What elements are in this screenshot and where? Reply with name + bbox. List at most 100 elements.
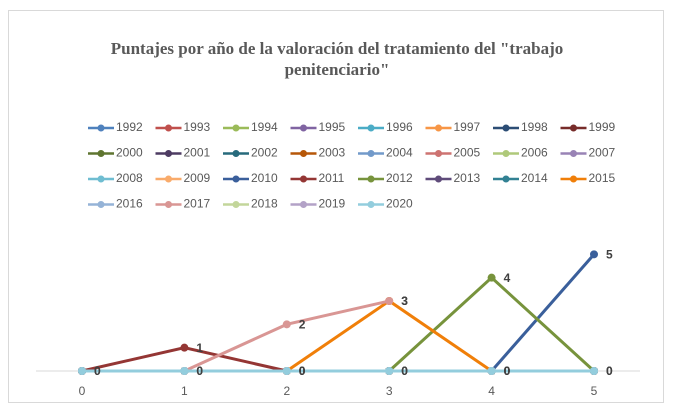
data-label: 0 xyxy=(504,364,511,378)
legend-marker xyxy=(570,150,577,157)
legend-label: 2009 xyxy=(184,171,211,185)
series-line xyxy=(183,299,390,373)
data-label: 3 xyxy=(401,294,408,308)
legend-marker xyxy=(97,124,105,132)
legend-marker xyxy=(300,124,307,132)
legend-marker xyxy=(367,201,375,208)
data-label: 0 xyxy=(94,364,101,378)
series-line xyxy=(490,253,596,372)
chart-title: Puntajes por año de la valoración del tr… xyxy=(110,39,564,79)
point xyxy=(385,297,394,305)
legend-marker xyxy=(165,201,172,208)
point xyxy=(385,367,394,375)
legend-label: 2006 xyxy=(521,146,548,160)
legend-label: 2002 xyxy=(251,146,278,160)
legend-label: 1994 xyxy=(251,120,278,134)
series-line xyxy=(285,299,493,373)
legend-marker xyxy=(435,124,442,132)
point xyxy=(487,367,496,375)
legend-label: 2015 xyxy=(589,171,616,185)
legend-marker xyxy=(300,175,307,183)
legend-marker xyxy=(165,124,172,132)
legend-marker xyxy=(232,201,240,208)
legend-label: 1996 xyxy=(386,120,413,134)
legend-label: 2005 xyxy=(454,146,481,160)
legend-label: 1992 xyxy=(116,120,143,134)
legend-label: 2001 xyxy=(184,146,211,160)
legend-marker xyxy=(502,175,510,183)
data-label: 0 xyxy=(299,364,306,378)
point xyxy=(180,367,189,375)
legend-marker xyxy=(502,124,510,132)
x-tick-label: 5 xyxy=(591,384,598,398)
legend-label: 1995 xyxy=(319,120,346,134)
data-label: 4 xyxy=(504,271,511,285)
legend-label: 2008 xyxy=(116,171,143,185)
point xyxy=(487,273,496,282)
legend-label: 2012 xyxy=(386,171,413,185)
legend-marker xyxy=(232,124,240,132)
legend-marker xyxy=(232,175,240,183)
data-label: 0 xyxy=(504,364,511,378)
legend-marker xyxy=(367,150,375,157)
data-label: 0 xyxy=(299,364,306,378)
legend-marker xyxy=(97,175,105,183)
data-label: 1 xyxy=(196,341,203,355)
series-line xyxy=(388,275,596,373)
legend-label: 1997 xyxy=(454,120,481,134)
x-tick-label: 2 xyxy=(283,384,290,398)
legend-label: 1993 xyxy=(184,120,211,134)
legend-marker xyxy=(435,150,442,157)
legend-marker xyxy=(502,150,510,157)
data-label: 0 xyxy=(196,364,203,378)
data-label: 0 xyxy=(606,364,613,378)
data-label: 0 xyxy=(401,364,408,378)
x-tick-label: 3 xyxy=(386,384,393,398)
point xyxy=(282,320,291,329)
legend-marker xyxy=(165,150,172,157)
legend-label: 2004 xyxy=(386,146,413,160)
point xyxy=(590,250,598,259)
chart-frame xyxy=(8,10,664,403)
legend-label: 2003 xyxy=(319,146,346,160)
legend-label: 2014 xyxy=(521,171,548,185)
legend-marker xyxy=(570,175,577,183)
legend-label: 2016 xyxy=(116,197,143,211)
legend-marker xyxy=(300,201,307,208)
x-tick-label: 0 xyxy=(79,384,86,398)
legend-marker xyxy=(97,201,105,208)
data-label: 0 xyxy=(401,364,408,378)
legend-marker xyxy=(367,124,375,132)
legend-label: 2011 xyxy=(319,171,345,185)
data-label: 0 xyxy=(299,364,306,378)
legend-marker xyxy=(165,175,172,183)
legend-label: 2019 xyxy=(319,197,346,211)
legend-label: 2020 xyxy=(386,197,413,211)
x-tick-label: 1 xyxy=(181,384,188,398)
legend-marker xyxy=(367,175,375,183)
legend-label: 2010 xyxy=(251,171,278,185)
data-label: 5 xyxy=(606,248,613,262)
data-label: 0 xyxy=(504,364,511,378)
legend-label: 2018 xyxy=(251,197,278,211)
legend-marker xyxy=(435,175,442,183)
legend-marker xyxy=(232,150,240,157)
point xyxy=(180,343,189,352)
x-tick-label: 4 xyxy=(488,384,495,398)
data-label: 2 xyxy=(299,318,306,332)
data-label: 3 xyxy=(401,294,408,308)
legend-label: 2017 xyxy=(184,197,211,211)
point xyxy=(78,367,86,375)
legend-label: 1999 xyxy=(589,120,616,134)
legend-label: 2013 xyxy=(454,171,481,185)
legend-label: 2000 xyxy=(116,146,143,160)
data-label: 0 xyxy=(94,364,101,378)
legend-marker xyxy=(97,150,105,157)
data-label: 0 xyxy=(606,364,613,378)
legend-marker xyxy=(570,124,577,132)
legend-label: 2007 xyxy=(589,146,616,160)
point xyxy=(282,367,291,375)
data-label: 0 xyxy=(196,364,203,378)
